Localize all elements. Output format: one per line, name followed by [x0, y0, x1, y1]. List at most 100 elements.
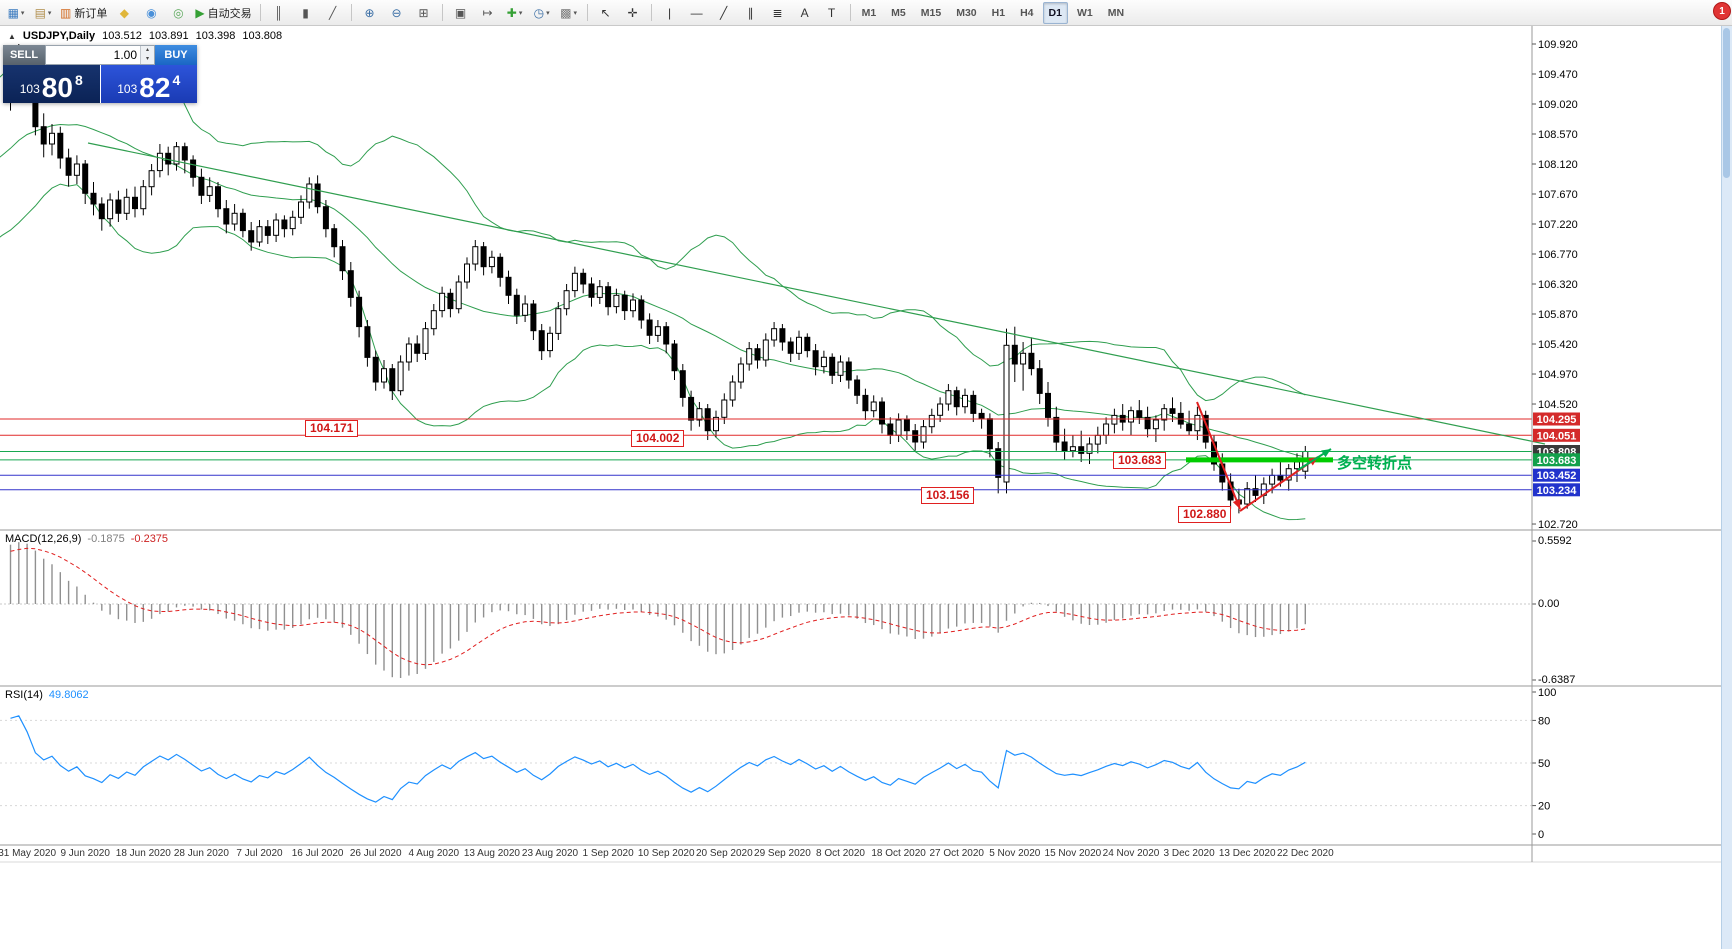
bar-chart-icon[interactable]: ║ — [274, 5, 283, 20]
candlestick-chart-icon[interactable]: ▮ — [302, 5, 309, 20]
volume-increase-icon[interactable]: ▴ — [141, 46, 154, 55]
svg-text:105.870: 105.870 — [1538, 309, 1578, 321]
vertical-scrollbar[interactable] — [1721, 0, 1732, 949]
sell-price-big: 80 — [41, 72, 73, 104]
bb-lower — [0, 183, 1306, 521]
svg-text:109.920: 109.920 — [1538, 39, 1578, 51]
crosshair-icon[interactable]: ✛ — [627, 5, 638, 20]
timeframe-m15[interactable]: M15 — [920, 6, 942, 19]
timeframe-m1[interactable]: M1 — [861, 6, 877, 19]
svg-text:31 May 2020: 31 May 2020 — [0, 848, 56, 859]
scrollbar-thumb[interactable] — [1723, 28, 1730, 178]
periods-icon[interactable]: ◷ ▾ — [533, 5, 550, 20]
svg-text:-0.6387: -0.6387 — [1538, 674, 1575, 686]
timeframe-w1[interactable]: W1 — [1076, 6, 1093, 19]
svg-text:8 Oct 2020: 8 Oct 2020 — [816, 848, 865, 859]
bollinger-bands — [0, 45, 1306, 521]
fibonacci-icon[interactable]: ≣ — [772, 5, 783, 20]
volume-decrease-icon[interactable]: ▾ — [141, 55, 154, 64]
timeframe-m5[interactable]: M5 — [891, 6, 906, 19]
svg-text:7 Jul 2020: 7 Jul 2020 — [236, 848, 283, 859]
timeframe-mn[interactable]: MN — [1107, 6, 1125, 19]
macd-pane: 0.5592 0.00 -0.6387 — [0, 535, 1575, 686]
text-icon[interactable]: A — [800, 5, 809, 20]
svg-text:15 Nov 2020: 15 Nov 2020 — [1045, 848, 1102, 859]
candlestick-series — [7, 44, 1309, 514]
green-breakout-arrow — [1321, 449, 1331, 458]
svg-text:100: 100 — [1538, 687, 1556, 699]
vertical-line-icon[interactable]: | — [668, 5, 672, 20]
buy-price[interactable]: 103 82 4 — [100, 65, 197, 103]
zoom-out-icon[interactable]: ⊖ — [391, 5, 402, 20]
rsi-indicator-label: RSI(14) 49.8062 — [5, 689, 89, 701]
svg-text:80: 80 — [1538, 715, 1550, 727]
svg-text:3 Dec 2020: 3 Dec 2020 — [1164, 848, 1216, 859]
svg-text:18 Jun 2020: 18 Jun 2020 — [116, 848, 171, 859]
price-annotation-label[interactable]: 104.171 — [305, 420, 359, 437]
profiles-icon[interactable]: ▤ ▾ — [34, 5, 52, 20]
svg-text:4 Aug 2020: 4 Aug 2020 — [408, 848, 459, 859]
svg-text:104.970: 104.970 — [1538, 369, 1578, 381]
svg-text:104.520: 104.520 — [1538, 399, 1578, 411]
equidistant-channel-icon[interactable]: ∥ — [747, 5, 754, 20]
navigator-icon[interactable]: ◎ — [173, 5, 184, 20]
svg-text:24 Nov 2020: 24 Nov 2020 — [1103, 848, 1160, 859]
svg-text:13 Aug 2020: 13 Aug 2020 — [464, 848, 521, 859]
svg-text:0.00: 0.00 — [1538, 598, 1559, 610]
buy-price-pip: 4 — [172, 72, 181, 88]
tile-windows-icon[interactable]: ⊞ — [418, 5, 429, 20]
svg-text:5 Nov 2020: 5 Nov 2020 — [989, 848, 1041, 859]
svg-text:1 Sep 2020: 1 Sep 2020 — [583, 848, 635, 859]
sell-price[interactable]: 103 80 8 — [3, 65, 101, 103]
indicators-icon[interactable]: ✚ ▾ — [506, 5, 523, 20]
svg-text:104.295: 104.295 — [1537, 414, 1577, 426]
timeframe-m30[interactable]: M30 — [956, 6, 977, 19]
autotrading-button[interactable]: ▶ 自动交易 — [195, 5, 252, 20]
timeframe-d1[interactable]: D1 — [1042, 1, 1068, 24]
toolbar-buttons: ▦ ▾ ▤ ▾ ▥ 新订单 ◆ ◉ ◎ ▶ 自动交易 ║ ▮ ╱ ⊕ ⊖ ⊞ ▣ ↦ ✚ ▾ ◷ ▾ ▩ ▾ ↖ ✛ | — ╱ ∥ ≣ A T — [3, 2, 855, 24]
trendline-icon[interactable]: ╱ — [719, 5, 728, 20]
svg-text:10 Sep 2020: 10 Sep 2020 — [638, 848, 695, 859]
horizontal-line-icon[interactable]: — — [690, 5, 703, 20]
macd-signal-value: -0.2375 — [130, 533, 169, 545]
price-annotation-label[interactable]: 102.880 — [1178, 506, 1232, 523]
sell-button[interactable]: SELL — [3, 45, 45, 65]
line-chart-icon[interactable]: ╱ — [328, 5, 337, 20]
ohlc-low: 103.398 — [195, 30, 236, 42]
svg-text:29 Sep 2020: 29 Sep 2020 — [754, 848, 811, 859]
buy-button[interactable]: BUY — [155, 45, 197, 65]
svg-text:50: 50 — [1538, 758, 1550, 770]
toolbar-separator — [849, 4, 851, 21]
trade-panel-collapse-icon[interactable]: ▲ — [8, 31, 16, 41]
metaeditor-icon[interactable]: ◆ — [119, 5, 129, 20]
timeframe-h1[interactable]: H1 — [991, 6, 1006, 19]
volume-input[interactable] — [46, 46, 140, 64]
new-order-button[interactable]: ▥ 新订单 — [60, 5, 108, 20]
toolbar-separator — [650, 4, 652, 21]
new-chart-icon[interactable]: ▦ ▾ — [7, 5, 25, 20]
cursor-icon[interactable]: ↖ — [600, 5, 611, 20]
rsi-line — [10, 715, 1306, 803]
price-annotation-label[interactable]: 103.683 — [1113, 452, 1167, 469]
templates-icon[interactable]: ▩ ▾ — [560, 5, 577, 20]
rsi-pane: 100 80 50 20 0 — [0, 687, 1556, 841]
price-annotation-label[interactable]: 103.156 — [921, 487, 975, 504]
turning-point-note[interactable]: 多空转折点 — [1337, 455, 1413, 472]
rsi-name: RSI(14) — [5, 689, 43, 701]
svg-text:108.120: 108.120 — [1538, 159, 1578, 171]
timeframe-h4[interactable]: H4 — [1020, 6, 1034, 19]
one-click-trading-panel: SELL ▴ ▾ BUY 103 80 8 103 82 4 — [3, 45, 197, 103]
notification-badge[interactable]: 1 — [1713, 2, 1731, 20]
chart-shift-icon[interactable]: ↦ — [482, 5, 493, 20]
text-label-icon[interactable]: T — [827, 5, 836, 20]
toolbar-separator — [441, 4, 443, 21]
macd-name: MACD(12,26,9) — [5, 533, 82, 545]
zoom-in-icon[interactable]: ⊕ — [364, 5, 375, 20]
volume-field: ▴ ▾ — [45, 45, 155, 65]
axes: 109.920 109.470 109.020 108.570 108.120 107.6… — [0, 26, 1722, 863]
price-annotation-label[interactable]: 104.002 — [631, 430, 685, 447]
market-watch-icon[interactable]: ◉ — [146, 5, 157, 20]
auto-arrange-icon[interactable]: ▣ — [454, 5, 467, 20]
